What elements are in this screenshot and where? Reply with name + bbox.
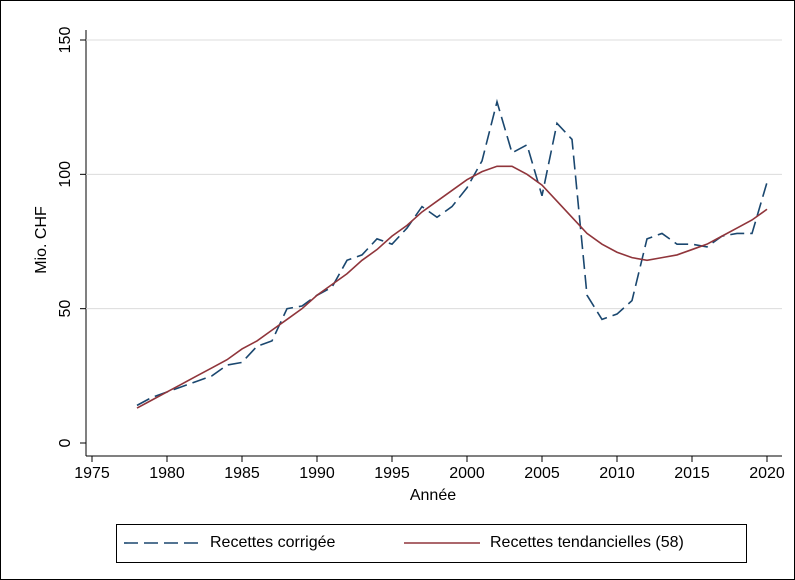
x-tick-label: 2015 [674,465,710,482]
x-tick-label: 1980 [149,465,185,482]
y-tick-label: 100 [57,161,74,188]
x-tick-label: 2020 [749,465,785,482]
x-tick-label: 2010 [599,465,635,482]
y-axis-label: Mio. CHF [33,206,50,274]
legend-label: Recettes tendancielles (58) [490,534,684,551]
series-line [136,98,768,407]
x-tick-label: 1975 [74,465,110,482]
x-tick-label: 1985 [224,465,260,482]
y-tick-label: 150 [57,27,74,54]
x-tick-label: 2000 [449,465,485,482]
y-tick-label: 0 [57,438,74,447]
y-tick-label: 50 [57,300,74,318]
x-tick-label: 1990 [299,465,335,482]
x-axis-label: Année [410,487,456,504]
legend-label: Recettes corrigée [210,534,335,551]
x-tick-label: 2005 [524,465,560,482]
series-line [136,165,768,409]
x-tick-label: 1995 [374,465,410,482]
